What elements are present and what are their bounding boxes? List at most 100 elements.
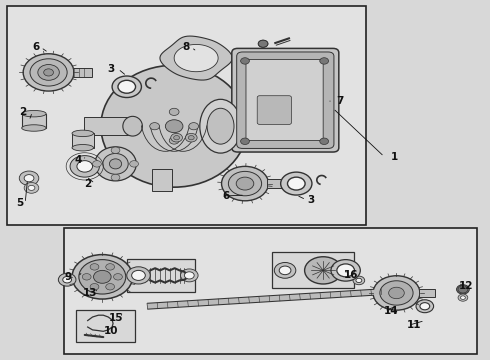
Circle shape — [114, 274, 122, 280]
Circle shape — [274, 262, 296, 278]
Text: 10: 10 — [103, 325, 118, 336]
Circle shape — [171, 134, 182, 142]
Ellipse shape — [207, 108, 234, 144]
Circle shape — [70, 156, 99, 177]
Circle shape — [169, 108, 179, 116]
Ellipse shape — [95, 147, 136, 181]
Ellipse shape — [109, 159, 122, 169]
Circle shape — [221, 166, 269, 201]
Text: 3: 3 — [307, 195, 315, 205]
Ellipse shape — [200, 99, 242, 153]
Circle shape — [94, 270, 111, 283]
Text: 11: 11 — [406, 320, 421, 330]
Circle shape — [380, 281, 413, 305]
Text: 16: 16 — [344, 270, 359, 280]
Ellipse shape — [72, 144, 94, 151]
Circle shape — [24, 175, 34, 182]
Bar — [73, 68, 92, 77]
Circle shape — [331, 260, 360, 281]
Circle shape — [188, 135, 194, 140]
Text: 9: 9 — [65, 272, 72, 282]
Circle shape — [111, 147, 120, 153]
Circle shape — [30, 59, 67, 86]
Text: 1: 1 — [391, 152, 398, 162]
Circle shape — [82, 274, 91, 280]
Circle shape — [279, 266, 291, 275]
Circle shape — [320, 138, 329, 144]
Circle shape — [24, 183, 39, 193]
Circle shape — [305, 257, 342, 284]
Circle shape — [79, 260, 126, 294]
Circle shape — [189, 123, 198, 130]
Circle shape — [111, 174, 120, 181]
Circle shape — [90, 284, 99, 290]
Bar — [268, 179, 285, 188]
Text: 5: 5 — [17, 198, 24, 208]
Circle shape — [353, 276, 365, 285]
Bar — [84, 117, 133, 135]
Bar — [76, 310, 135, 342]
Circle shape — [337, 264, 354, 277]
Text: 14: 14 — [384, 306, 399, 316]
Circle shape — [90, 264, 99, 270]
Circle shape — [228, 171, 262, 196]
Circle shape — [320, 58, 329, 64]
Circle shape — [169, 137, 179, 144]
FancyBboxPatch shape — [246, 59, 323, 140]
FancyBboxPatch shape — [257, 96, 292, 125]
Circle shape — [184, 272, 194, 279]
Text: 13: 13 — [82, 288, 97, 298]
Bar — [72, 134, 94, 148]
Text: 3: 3 — [107, 64, 114, 74]
Circle shape — [23, 54, 74, 91]
Bar — [64, 228, 477, 354]
Polygon shape — [174, 44, 218, 72]
Text: 4: 4 — [74, 155, 81, 165]
Ellipse shape — [123, 116, 143, 136]
Bar — [419, 289, 435, 297]
Circle shape — [58, 273, 76, 286]
Text: 2: 2 — [84, 179, 91, 189]
Circle shape — [457, 285, 469, 294]
Circle shape — [173, 135, 179, 140]
Circle shape — [241, 138, 249, 144]
Circle shape — [288, 177, 305, 190]
Ellipse shape — [22, 125, 46, 131]
Circle shape — [63, 276, 72, 283]
Text: 8: 8 — [183, 42, 190, 52]
Circle shape — [373, 276, 420, 310]
Bar — [127, 259, 195, 292]
FancyBboxPatch shape — [237, 52, 334, 148]
Circle shape — [106, 284, 115, 290]
Circle shape — [458, 294, 468, 301]
Circle shape — [180, 269, 198, 282]
Circle shape — [106, 264, 115, 270]
Circle shape — [236, 177, 254, 190]
Circle shape — [38, 64, 59, 80]
Circle shape — [165, 120, 183, 133]
Bar — [6, 6, 366, 225]
Circle shape — [132, 270, 146, 280]
Circle shape — [118, 80, 136, 93]
Circle shape — [28, 185, 35, 190]
Bar — [22, 114, 46, 128]
Text: 15: 15 — [109, 313, 124, 323]
Bar — [152, 169, 171, 191]
Ellipse shape — [72, 130, 94, 136]
Circle shape — [150, 123, 159, 130]
Text: 2: 2 — [19, 107, 26, 117]
Circle shape — [258, 40, 268, 47]
Text: 6: 6 — [32, 42, 40, 52]
Ellipse shape — [101, 65, 247, 187]
Text: 12: 12 — [459, 281, 473, 291]
Bar — [272, 252, 354, 288]
Polygon shape — [160, 36, 232, 80]
Circle shape — [19, 171, 39, 185]
Circle shape — [461, 296, 465, 300]
Circle shape — [356, 278, 362, 283]
FancyBboxPatch shape — [232, 48, 339, 152]
Circle shape — [127, 267, 150, 284]
Ellipse shape — [22, 111, 46, 117]
Circle shape — [389, 287, 404, 299]
Text: 7: 7 — [337, 96, 344, 106]
